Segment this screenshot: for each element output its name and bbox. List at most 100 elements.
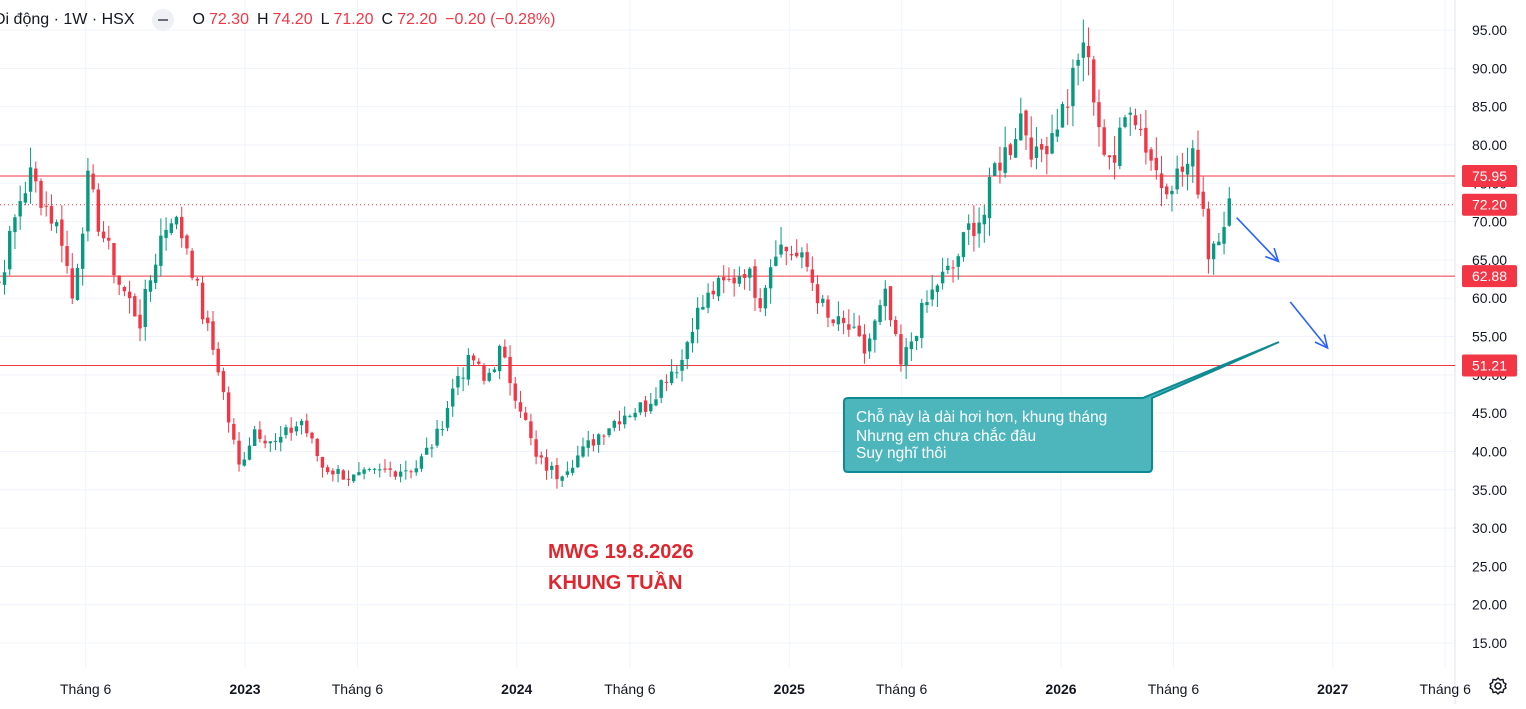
candle-body [675,372,679,374]
candle-body [758,298,762,309]
candle-body [34,168,38,182]
candle-body [159,235,163,266]
candle-body [169,223,173,234]
y-tick-label: 65.00 [1472,252,1507,268]
candle-body [206,317,210,324]
candle-body [65,246,69,267]
candle-body [523,412,528,420]
x-tick-label: 2025 [774,681,805,697]
trend-arrow-shaft[interactable] [1236,217,1279,262]
candle-body [289,427,293,433]
candle-body [398,471,403,477]
y-tick-label: 90.00 [1472,60,1507,76]
x-tick-label: 2026 [1045,681,1076,697]
candle-body [904,347,908,367]
trend-arrow-head-icon [1314,334,1329,350]
candle-body [1086,45,1091,58]
candle-body [1123,117,1127,127]
candle-body [544,457,549,471]
candle-body [946,265,950,271]
candle-body [451,388,455,407]
candle-body [1227,198,1231,226]
candle-body [310,432,314,439]
candle-body [1118,127,1122,167]
candle-body [466,354,471,380]
candle-body [13,217,17,233]
candle-body [602,435,606,437]
symbol-label[interactable]: Di động · 1W · HSX [0,11,135,28]
candle-body [987,177,992,219]
candle-body [101,231,106,239]
candle-body [372,468,377,470]
candle-body [617,421,622,425]
candle-body [529,421,533,439]
chart-title-text[interactable]: MWG 19.8.2026 KHUNG TUẦN [548,541,694,594]
candle-body [649,403,653,412]
candle-body [748,268,752,278]
candle-body [993,163,997,176]
callout-annotation[interactable]: Chỗ này là dài hơi hơn, khung tháng Nhưn… [843,341,1280,473]
grid-lines [0,0,1456,704]
level-tag-label: 62.88 [1472,268,1507,284]
candle-body [1138,128,1143,131]
settings-gear-icon[interactable] [1488,676,1508,696]
hide-series-toggle-icon[interactable] [152,9,175,31]
x-tick-label: Tháng 6 [1419,681,1471,697]
candle-body [60,219,64,246]
candle-body [414,468,418,473]
candle-body [70,268,74,299]
candle-body [263,440,267,444]
callout-line-3: Suy nghĩ thôi [856,445,946,462]
trend-arrow-head-icon [1265,247,1280,263]
candle-body [352,474,356,482]
candle-body [1175,168,1179,190]
candle-body [581,446,585,457]
candle-body [1149,149,1153,161]
candle-body [221,371,226,393]
candle-body [664,381,669,383]
candle-body [336,469,340,474]
x-tick-label: 2024 [501,681,532,697]
level-price-tags: 75.95 72.20 62.88 51.21 [1462,164,1517,377]
candle-body [122,287,127,292]
candle-body [961,232,966,258]
symbol-header: Di động · 1W · HSX O 72.30 H 74.20 L 71.20 … [0,9,555,31]
x-tick-label: Tháng 6 [60,681,112,697]
callout-box[interactable] [843,341,1280,473]
candle-body [294,426,299,432]
candle-body [1013,139,1018,158]
candle-body [972,222,976,237]
candle-body [576,455,580,468]
candle-body [80,233,85,269]
candle-body [539,455,544,458]
candle-body [1185,163,1190,175]
candle-body [586,440,590,448]
x-tick-label: Tháng 6 [604,681,656,697]
candle-body [1097,102,1101,128]
candle-body [456,375,460,388]
trend-arrow-shaft[interactable] [1289,301,1329,349]
low-value: 71.20 [333,11,374,28]
level-lines [0,175,1455,367]
candle-body [701,306,705,310]
candle-body [138,314,142,329]
candle-body [28,167,33,192]
candle-body [1222,227,1226,244]
y-tick-label: 95.00 [1472,22,1507,38]
candle-body [935,285,940,292]
candle-body [596,434,601,445]
candle-body [1144,127,1148,153]
candle-body [148,280,153,292]
candle-body [883,288,887,307]
candle-body [216,348,220,373]
level-tag-label: 75.95 [1472,168,1507,184]
candle-body [711,290,716,295]
candle-body [320,456,325,468]
title-line-2: KHUNG TUẦN [548,571,682,594]
candle-body [86,170,90,232]
candle-body [763,287,768,309]
candle-body [951,267,955,269]
candle-body [54,222,59,227]
